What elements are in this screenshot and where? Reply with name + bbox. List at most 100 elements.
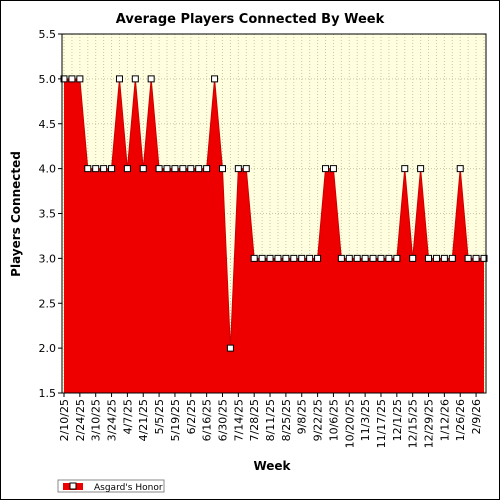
data-point	[393, 254, 401, 262]
data-point	[76, 75, 84, 83]
x-tick-label: 11/3/25	[359, 399, 372, 441]
data-point	[250, 254, 258, 262]
data-point	[425, 254, 433, 262]
y-tick-label: 5.5	[39, 28, 57, 41]
plot-border	[61, 33, 487, 394]
y-tick-label: 1.5	[39, 387, 57, 400]
data-point	[464, 254, 472, 262]
data-point	[298, 254, 306, 262]
data-point	[100, 165, 108, 173]
x-tick-label: 5/5/25	[153, 399, 166, 434]
data-point	[472, 254, 480, 262]
data-point	[84, 165, 92, 173]
x-tick-label: 7/28/25	[248, 399, 261, 441]
data-point	[369, 254, 377, 262]
y-tick-label: 3.0	[39, 252, 57, 265]
data-point	[306, 254, 314, 262]
data-point	[274, 254, 282, 262]
data-point	[131, 75, 139, 83]
data-point	[290, 254, 298, 262]
data-point	[60, 75, 68, 83]
y-tick-label: 4.0	[39, 163, 57, 176]
data-point	[401, 165, 409, 173]
data-point	[456, 165, 464, 173]
x-tick-label: 4/21/25	[137, 399, 150, 441]
chart-title: Average Players Connected By Week	[116, 12, 385, 27]
data-point	[409, 254, 417, 262]
data-point	[314, 254, 322, 262]
data-point	[147, 75, 155, 83]
x-tick-label: 5/19/25	[169, 399, 182, 441]
data-point	[345, 254, 353, 262]
y-tick-label: 2.5	[39, 297, 57, 310]
x-tick-label: 2/24/25	[74, 399, 87, 441]
x-tick-label: 11/17/25	[375, 399, 388, 448]
data-point	[480, 254, 488, 262]
data-point	[322, 165, 330, 173]
data-point	[417, 165, 425, 173]
data-point	[115, 75, 123, 83]
x-tick-label: 4/7/25	[121, 399, 134, 434]
data-point	[123, 165, 131, 173]
data-point	[179, 165, 187, 173]
x-tick-label: 9/8/25	[296, 399, 309, 434]
x-tick-label: 10/6/25	[327, 399, 340, 441]
data-point	[211, 75, 219, 83]
x-tick-label: 8/11/25	[264, 399, 277, 441]
legend-label: Asgard's Honor	[94, 483, 163, 493]
data-point	[139, 165, 147, 173]
data-point	[108, 165, 116, 173]
y-tick-label: 5.0	[39, 73, 57, 86]
data-point	[258, 254, 266, 262]
data-point	[68, 75, 76, 83]
series-line	[64, 78, 484, 349]
x-tick-label: 6/16/25	[201, 399, 214, 441]
data-point	[218, 165, 226, 173]
x-tick-label: 2/10/25	[58, 399, 71, 441]
x-tick-label: 3/24/25	[106, 399, 119, 441]
data-point	[195, 165, 203, 173]
legend-box	[57, 479, 165, 493]
x-tick-label: 1/26/26	[454, 399, 467, 441]
x-tick-label: 3/10/25	[90, 399, 103, 441]
y-tick-label: 4.5	[39, 118, 57, 131]
data-point	[282, 254, 290, 262]
data-point	[361, 254, 369, 262]
data-point	[226, 344, 234, 352]
x-axis-label: Week	[253, 459, 291, 473]
x-tick-label: 8/25/25	[280, 399, 293, 441]
data-point	[171, 165, 179, 173]
data-point	[377, 254, 385, 262]
y-axis-label: Players Connected	[9, 151, 23, 277]
data-point	[329, 165, 337, 173]
legend: Asgard's Honor	[57, 479, 165, 493]
data-point	[163, 165, 171, 173]
data-point	[242, 165, 250, 173]
data-point	[448, 254, 456, 262]
y-tick-label: 2.0	[39, 342, 57, 355]
plot-area: 1.5 2.0 2.5 3.0 3.5 4.0 4.5 5.0 5.5 2/10/25 2/24/2…	[39, 28, 488, 448]
x-tick-label: 7/14/25	[232, 399, 245, 441]
y-tick-label: 3.5	[39, 208, 57, 221]
data-point	[440, 254, 448, 262]
x-tick-label: 9/22/25	[312, 399, 325, 441]
series-area	[64, 78, 484, 393]
legend-marker	[69, 482, 77, 490]
data-point	[337, 254, 345, 262]
x-tick-label: 6/2/25	[185, 399, 198, 434]
data-point	[187, 165, 195, 173]
x-tick-label: 6/30/25	[216, 399, 229, 441]
data-point	[266, 254, 274, 262]
x-tick-label: 1/12/26	[438, 399, 451, 441]
x-tick-label: 12/15/25	[407, 399, 420, 448]
data-point	[155, 165, 163, 173]
data-point	[385, 254, 393, 262]
data-point	[92, 165, 100, 173]
data-point	[234, 165, 242, 173]
data-point	[432, 254, 440, 262]
x-tick-label: 12/1/25	[391, 399, 404, 441]
x-tick-label: 12/29/25	[423, 399, 436, 448]
data-point	[353, 254, 361, 262]
x-tick-label: 10/20/25	[343, 399, 356, 448]
